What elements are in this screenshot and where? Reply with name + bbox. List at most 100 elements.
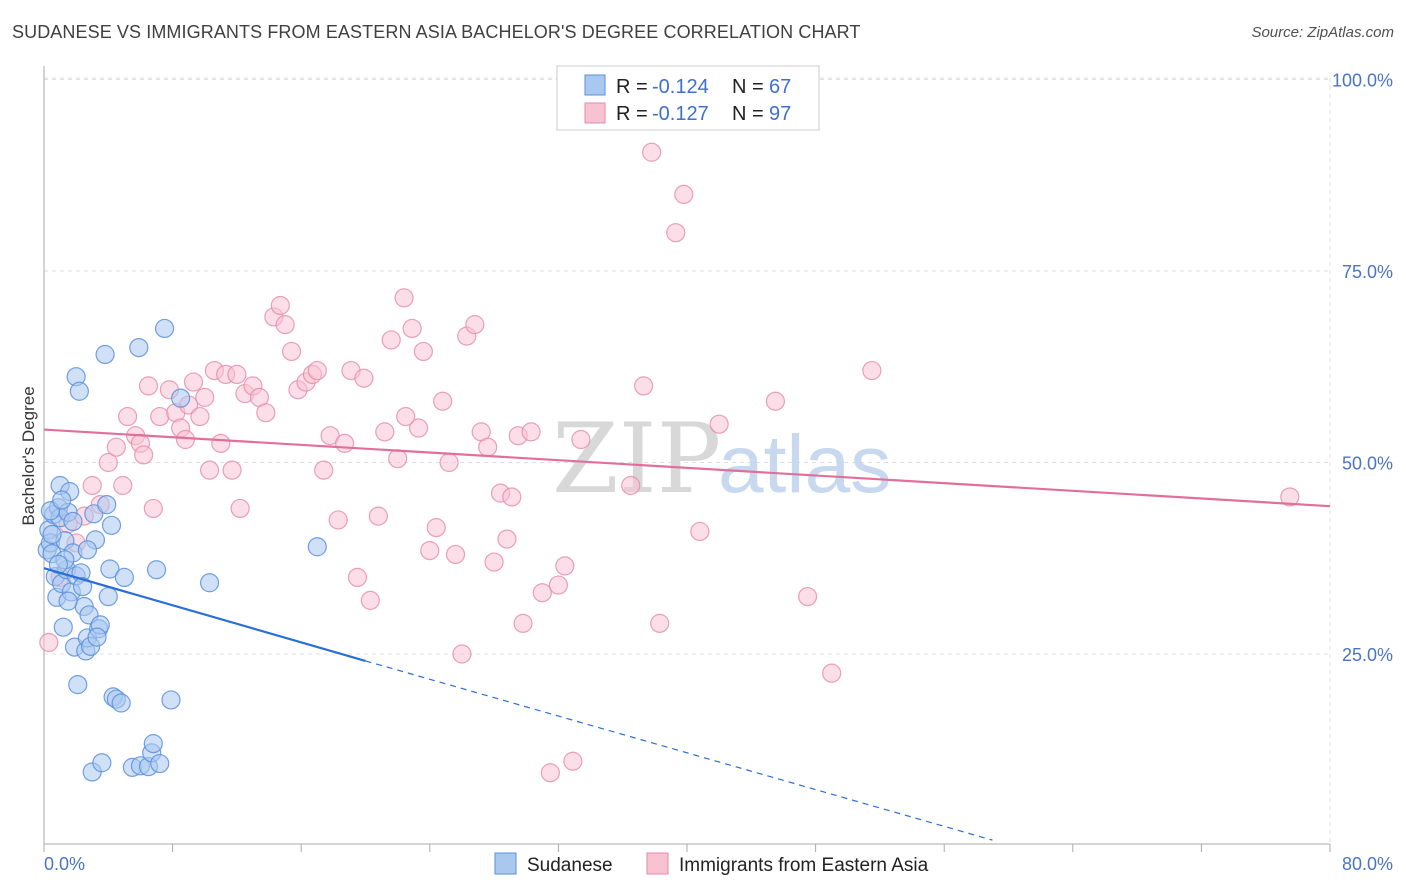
point-eastern-asia: [134, 445, 154, 465]
point-eastern-asia: [690, 521, 710, 542]
point-sudanese: [100, 559, 120, 579]
point-eastern-asia: [484, 552, 504, 572]
point-eastern-asia: [360, 590, 380, 610]
watermark-atlas: atlas: [718, 419, 891, 510]
point-eastern-asia: [375, 422, 395, 442]
point-eastern-asia: [227, 364, 247, 385]
point-eastern-asia: [413, 341, 433, 362]
legend-n-value-eastern-asia: 97: [769, 103, 791, 125]
point-sudanese: [42, 524, 62, 545]
point-eastern-asia: [117, 406, 138, 427]
watermark: ZIP atlas: [552, 403, 891, 515]
chart-source: Source: ZipAtlas.com: [1251, 24, 1394, 41]
point-sudanese: [161, 690, 181, 710]
point-sudanese: [307, 537, 327, 557]
x-tick-label-min: 0.0%: [44, 854, 85, 874]
point-eastern-asia: [513, 613, 533, 633]
point-eastern-asia: [281, 341, 302, 362]
y-axis-label: Bachelor's Degree: [19, 386, 38, 525]
bottom-legend: Sudanese Immigrants from Eastern Asia: [494, 852, 929, 876]
point-eastern-asia: [420, 540, 440, 561]
point-eastern-asia: [445, 544, 466, 565]
point-eastern-asia: [335, 433, 355, 453]
point-eastern-asia: [368, 506, 388, 526]
point-eastern-asia: [797, 586, 818, 607]
point-eastern-asia: [642, 142, 662, 162]
point-eastern-asia: [175, 429, 196, 450]
point-eastern-asia: [195, 387, 215, 407]
y-tick-label: 50.0%: [1342, 454, 1393, 474]
point-sudanese: [129, 338, 149, 358]
point-eastern-asia: [650, 613, 670, 633]
point-eastern-asia: [822, 663, 842, 683]
point-sudanese: [72, 576, 93, 597]
points-sudanese: [37, 318, 327, 782]
y-tick-label: 25.0%: [1342, 645, 1393, 665]
point-sudanese: [146, 560, 167, 580]
point-sudanese: [63, 511, 83, 532]
point-eastern-asia: [199, 460, 220, 480]
legend-swatch-eastern-asia: [584, 102, 606, 124]
trend-lines: [43, 428, 1331, 841]
top-legend: R = -0.124 N = 67 R = -0.127 N = 97: [556, 65, 820, 131]
points-immigrants-eastern-asia: [39, 142, 1300, 783]
trendline-sudanese: [43, 567, 366, 662]
legend-swatch-sudanese: [584, 74, 606, 96]
point-eastern-asia: [211, 433, 231, 453]
point-sudanese: [97, 495, 117, 515]
point-sudanese: [114, 567, 134, 588]
point-eastern-asia: [388, 449, 408, 469]
point-eastern-asia: [113, 475, 133, 496]
point-eastern-asia: [381, 330, 401, 350]
point-eastern-asia: [426, 518, 446, 538]
bottom-legend-label-eastern-asia: Immigrants from Eastern Asia: [679, 855, 929, 876]
point-sudanese: [171, 388, 191, 408]
point-eastern-asia: [433, 391, 453, 411]
point-sudanese: [143, 734, 163, 754]
point-eastern-asia: [555, 556, 575, 576]
y-tick-label: 75.0%: [1342, 262, 1393, 282]
bottom-legend-swatch-eastern-asia: [646, 852, 669, 875]
point-eastern-asia: [532, 583, 552, 603]
point-sudanese: [199, 573, 220, 593]
point-sudanese: [150, 753, 170, 774]
point-eastern-asia: [314, 460, 334, 480]
point-eastern-asia: [39, 632, 59, 653]
point-sudanese: [52, 490, 72, 510]
axes-layer: [43, 66, 1331, 852]
point-eastern-asia: [150, 406, 170, 427]
legend-r-value-eastern-asia: -0.127: [652, 103, 709, 125]
point-eastern-asia: [709, 414, 729, 434]
point-eastern-asia: [633, 376, 654, 396]
point-eastern-asia: [478, 437, 498, 457]
legend-r-label-eastern-asia: R =: [616, 103, 648, 125]
point-eastern-asia: [621, 475, 641, 496]
point-eastern-asia: [256, 403, 276, 423]
point-eastern-asia: [270, 295, 290, 316]
point-eastern-asia: [347, 567, 368, 588]
point-eastern-asia: [328, 510, 348, 530]
bottom-legend-label-sudanese: Sudanese: [527, 855, 613, 876]
point-sudanese: [87, 627, 107, 647]
legend-n-value-sudanese: 67: [769, 76, 791, 98]
legend-n-label-eastern-asia: N =: [732, 103, 764, 125]
point-eastern-asia: [82, 475, 102, 496]
trendline-eastern-asia: [43, 428, 1331, 508]
point-eastern-asia: [183, 372, 204, 392]
trendline-sudanese-extrapolated: [365, 660, 993, 841]
watermark-zip: ZIP: [552, 403, 721, 515]
point-sudanese: [92, 753, 112, 773]
point-eastern-asia: [548, 575, 569, 595]
point-eastern-asia: [452, 644, 472, 664]
point-sudanese: [111, 693, 131, 713]
point-eastern-asia: [190, 406, 210, 427]
point-sudanese: [58, 591, 78, 611]
point-eastern-asia: [307, 360, 327, 381]
point-sudanese: [154, 318, 175, 339]
legend-r-value-sudanese: -0.124: [652, 76, 709, 98]
bottom-legend-swatch-sudanese: [494, 852, 517, 875]
point-eastern-asia: [674, 184, 694, 204]
point-eastern-asia: [571, 429, 591, 450]
point-eastern-asia: [666, 223, 686, 243]
